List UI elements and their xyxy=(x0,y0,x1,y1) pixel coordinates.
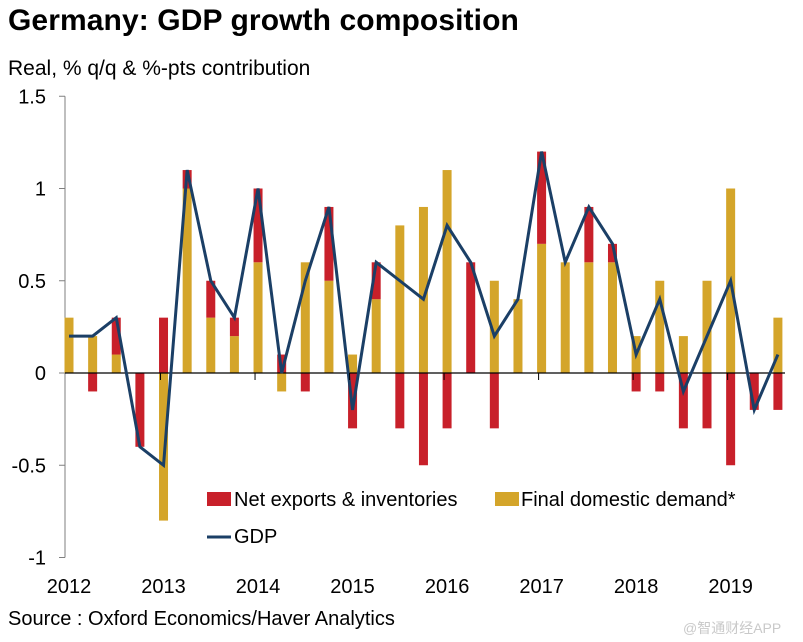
bar-net-exports xyxy=(466,262,476,373)
bar-final-domestic-demand xyxy=(773,317,783,373)
x-axis: 2012 2013 2014 2015 2016 2017 2018 2019 xyxy=(47,373,753,598)
bar-final-domestic-demand xyxy=(584,262,594,373)
bar-net-exports xyxy=(442,373,452,429)
y-axis: 1.5 1 0.5 0 -0.5 -1 xyxy=(12,86,66,570)
bar-final-domestic-demand xyxy=(348,354,358,373)
bar-net-exports xyxy=(584,206,594,263)
y-tick-label: 0 xyxy=(35,363,46,385)
bar-net-exports xyxy=(111,317,121,355)
bar-final-domestic-demand xyxy=(300,262,310,373)
x-tick-label: 2014 xyxy=(236,576,281,598)
bar-final-domestic-demand xyxy=(253,262,263,373)
bar-net-exports xyxy=(489,373,499,429)
x-tick-label: 2013 xyxy=(141,576,186,598)
bar-net-exports xyxy=(135,373,145,447)
bar-final-domestic-demand xyxy=(678,336,688,373)
legend-label-final-domestic-demand: Final domestic demand* xyxy=(521,489,736,511)
bar-net-exports xyxy=(607,243,617,263)
bar-net-exports xyxy=(702,373,712,429)
y-tick-label: 1 xyxy=(35,179,46,201)
bar-final-domestic-demand xyxy=(182,188,192,373)
bar-final-domestic-demand xyxy=(324,280,334,373)
bar-final-domestic-demand xyxy=(277,373,287,392)
watermark: @智通财经APP xyxy=(683,620,782,636)
x-tick-label: 2018 xyxy=(614,576,659,598)
bar-net-exports xyxy=(324,206,334,281)
bar-net-exports xyxy=(371,262,381,300)
legend-label-net-exports: Net exports & inventories xyxy=(234,489,457,511)
bars xyxy=(64,151,783,521)
bar-final-domestic-demand xyxy=(371,299,381,373)
chart-title: Germany: GDP growth composition xyxy=(8,4,519,37)
bar-final-domestic-demand xyxy=(206,317,216,373)
bar-final-domestic-demand xyxy=(560,262,570,373)
bar-final-domestic-demand xyxy=(442,170,452,373)
chart-subtitle: Real, % q/q & %-pts contribution xyxy=(8,57,311,80)
bar-net-exports xyxy=(418,373,428,466)
x-tick-label: 2012 xyxy=(47,576,92,598)
bar-net-exports xyxy=(300,373,310,392)
bar-net-exports xyxy=(773,373,783,410)
bar-net-exports xyxy=(229,317,239,337)
bar-net-exports xyxy=(395,373,405,429)
x-tick-label: 2016 xyxy=(425,576,470,598)
bar-final-domestic-demand xyxy=(229,336,239,373)
legend-swatch-final-domestic-demand xyxy=(495,492,519,506)
bar-final-domestic-demand xyxy=(64,317,74,373)
bar-net-exports xyxy=(537,151,547,244)
bar-net-exports xyxy=(726,373,736,466)
bar-final-domestic-demand xyxy=(537,243,547,373)
bar-final-domestic-demand xyxy=(655,280,665,373)
bar-net-exports xyxy=(159,317,169,373)
bar-final-domestic-demand xyxy=(395,225,405,373)
y-tick-label: -0.5 xyxy=(12,455,46,477)
bar-final-domestic-demand xyxy=(418,206,428,373)
bar-net-exports xyxy=(206,280,216,318)
source-note: Source : Oxford Economics/Haver Analytic… xyxy=(8,608,395,630)
legend-label-gdp: GDP xyxy=(234,526,277,548)
bar-net-exports xyxy=(253,188,263,263)
bar-final-domestic-demand xyxy=(88,336,98,373)
x-tick-label: 2015 xyxy=(330,576,375,598)
bar-net-exports xyxy=(631,373,641,392)
x-tick-label: 2019 xyxy=(708,576,753,598)
bar-final-domestic-demand xyxy=(489,280,499,373)
x-tick-label: 2017 xyxy=(519,576,564,598)
bar-final-domestic-demand xyxy=(702,280,712,373)
y-tick-label: -1 xyxy=(28,548,46,570)
y-tick-label: 1.5 xyxy=(18,86,46,108)
y-tick-label: 0.5 xyxy=(18,271,46,293)
bar-net-exports xyxy=(88,373,98,392)
bar-net-exports xyxy=(749,373,759,410)
legend-swatch-net-exports xyxy=(207,492,231,506)
bar-final-domestic-demand xyxy=(513,299,523,373)
gdp-line-group xyxy=(68,151,780,469)
bar-final-domestic-demand xyxy=(607,262,617,373)
legend: Net exports & inventories Final domestic… xyxy=(207,489,736,548)
bar-net-exports xyxy=(678,373,688,429)
bar-net-exports xyxy=(655,373,665,392)
bar-final-domestic-demand xyxy=(111,354,121,373)
